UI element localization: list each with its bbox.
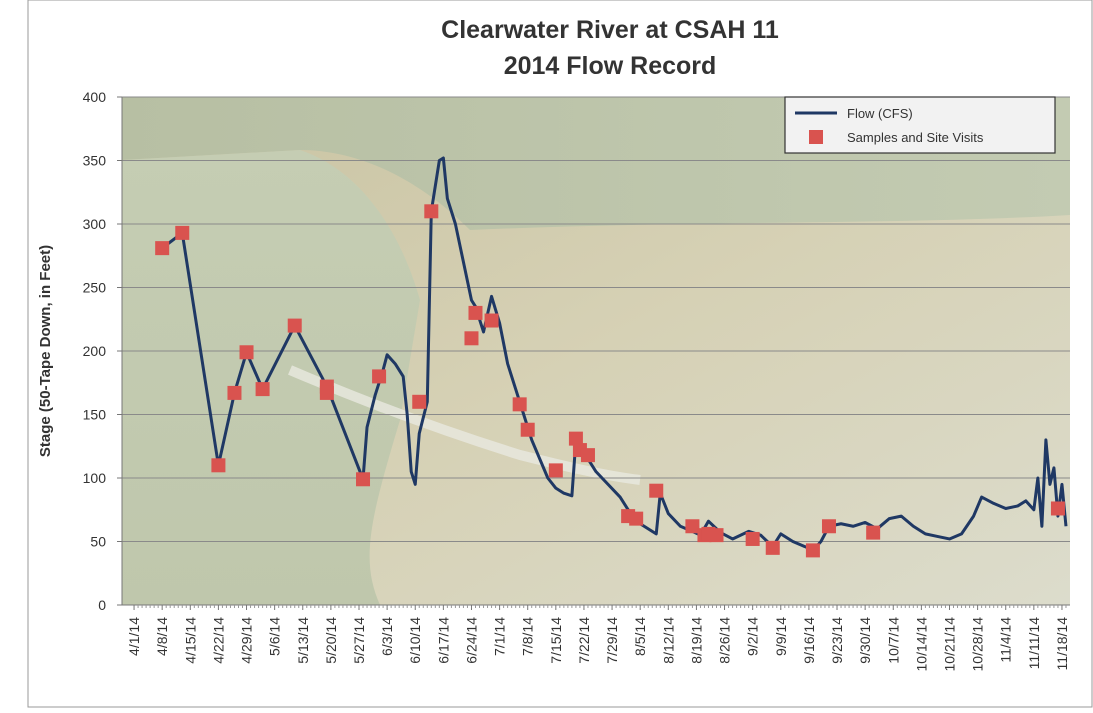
sample-marker [175, 226, 189, 240]
y-tick-label: 200 [83, 343, 107, 359]
x-tick-label: 5/20/14 [323, 617, 339, 664]
x-tick-label: 5/13/14 [295, 617, 311, 664]
x-tick-label: 10/14/14 [913, 617, 929, 672]
sample-marker [746, 532, 760, 546]
y-tick-label: 300 [83, 216, 107, 232]
sample-marker [424, 204, 438, 218]
x-tick-label: 9/2/14 [745, 617, 761, 656]
sample-marker [649, 484, 663, 498]
x-tick-label: 11/4/14 [998, 617, 1014, 663]
sample-marker [320, 386, 334, 400]
x-tick-label: 7/29/14 [604, 617, 620, 664]
sample-marker [629, 512, 643, 526]
x-tick-label: 7/15/14 [548, 617, 564, 664]
sample-marker [485, 314, 499, 328]
sample-marker [211, 458, 225, 472]
y-tick-label: 150 [83, 407, 107, 423]
y-tick-label: 50 [90, 534, 106, 550]
x-tick-label: 7/8/14 [520, 617, 536, 656]
x-tick-label: 9/9/14 [773, 617, 789, 656]
x-tick-label: 8/26/14 [717, 617, 733, 664]
sample-marker [356, 472, 370, 486]
x-tick-label: 4/1/14 [126, 617, 142, 656]
x-tick-label: 8/12/14 [660, 617, 676, 664]
x-tick-label: 8/19/14 [688, 617, 704, 664]
x-tick-label: 10/28/14 [970, 617, 986, 672]
x-tick-label: 4/15/14 [182, 617, 198, 664]
chart: Clearwater River at CSAH 11 2014 Flow Re… [0, 0, 1093, 708]
y-tick-label: 350 [83, 153, 107, 169]
x-tick-label: 7/1/14 [492, 617, 508, 656]
x-tick-label: 11/11/14 [1026, 617, 1042, 670]
x-tick-label: 7/22/14 [576, 617, 592, 664]
x-tick-label: 6/3/14 [379, 617, 395, 656]
chart-title: Clearwater River at CSAH 11 [441, 16, 779, 44]
legend-label: Samples and Site Visits [847, 130, 984, 145]
legend-label: Flow (CFS) [847, 106, 913, 121]
x-tick-label: 9/30/14 [857, 617, 873, 664]
sample-marker [227, 386, 241, 400]
sample-marker [581, 448, 595, 462]
sample-marker [513, 397, 527, 411]
x-tick-label: 10/21/14 [941, 617, 957, 672]
sample-marker [866, 526, 880, 540]
x-tick-label: 4/29/14 [239, 617, 255, 664]
sample-marker [806, 543, 820, 557]
sample-marker [822, 519, 836, 533]
x-tick-label: 4/22/14 [210, 617, 226, 664]
sample-marker [521, 423, 535, 437]
x-tick-label: 5/27/14 [351, 617, 367, 664]
sample-marker [256, 382, 270, 396]
chart-title: 2014 Flow Record [504, 52, 717, 80]
x-tick-label: 6/10/14 [407, 617, 423, 664]
sample-marker [288, 319, 302, 333]
x-tick-label: 9/23/14 [829, 617, 845, 664]
x-tick-label: 11/18/14 [1054, 617, 1070, 671]
sample-marker [766, 541, 780, 555]
sample-marker [155, 241, 169, 255]
y-axis-label: Stage (50-Tape Down, in Feet) [37, 245, 54, 457]
x-tick-label: 6/24/14 [463, 617, 479, 664]
y-tick-label: 0 [98, 597, 106, 613]
sample-marker [412, 395, 426, 409]
x-tick-label: 10/7/14 [885, 617, 901, 664]
x-tick-label: 6/17/14 [435, 617, 451, 664]
x-tick-label: 4/8/14 [154, 617, 170, 656]
sample-marker [464, 331, 478, 345]
sample-marker [1051, 501, 1065, 515]
sample-marker [372, 369, 386, 383]
page: Clearwater River at CSAH 11 2014 Flow Re… [0, 0, 1093, 708]
y-tick-label: 400 [83, 89, 107, 105]
legend: Flow (CFS) Samples and Site Visits [785, 97, 1055, 153]
y-tick-label: 100 [83, 470, 107, 486]
sample-marker [549, 463, 563, 477]
y-tick-label: 250 [83, 280, 107, 296]
legend-swatch [809, 130, 823, 144]
sample-marker [468, 306, 482, 320]
sample-marker [240, 345, 254, 359]
x-tick-label: 5/6/14 [267, 617, 283, 656]
x-tick-label: 9/16/14 [801, 617, 817, 664]
x-tick-label: 8/5/14 [632, 617, 648, 656]
sample-marker [710, 528, 724, 542]
sample-marker [685, 519, 699, 533]
